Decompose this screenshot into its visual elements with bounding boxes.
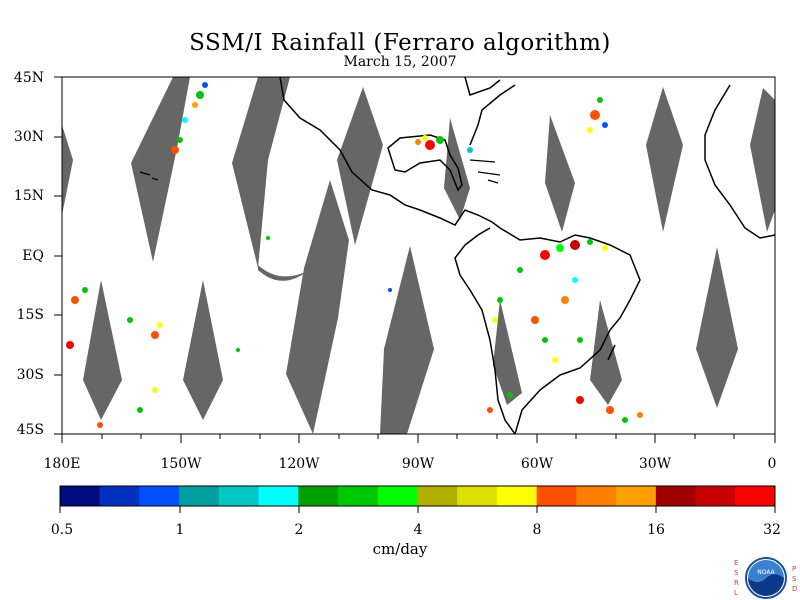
noaa-icon: NOAA — [745, 557, 787, 599]
colorbar-swatch — [218, 486, 260, 506]
lat-label: 15N — [13, 188, 44, 204]
colorbar-swatch — [417, 486, 458, 506]
lat-label: EQ — [22, 248, 44, 264]
svg-text:NOAA: NOAA — [757, 569, 775, 576]
lat-label: 45N — [13, 70, 44, 86]
lon-label: 60W — [520, 456, 554, 472]
lon-label: 30W — [638, 456, 672, 472]
colorbar-swatch — [298, 486, 339, 506]
colorbar-swatch — [655, 486, 697, 506]
map-title: SSM/I Rainfall (Ferraro algorithm) — [189, 30, 611, 56]
colorbar-swatch — [496, 486, 538, 506]
colorbar-swatch — [457, 486, 498, 506]
lat-label: 30S — [16, 367, 44, 383]
islands — [139, 159, 501, 184]
coastlines — [279, 77, 775, 434]
map-subtitle: March 15, 2007 — [343, 54, 457, 70]
lat-label: 15S — [16, 307, 44, 323]
colorbar-label: 0.5 — [50, 522, 74, 538]
colorbar — [59, 485, 776, 507]
colorbar-label: 32 — [763, 522, 781, 538]
lon-label: 90W — [401, 456, 435, 472]
colorbar-label: 4 — [413, 522, 423, 538]
colorbar-swatch — [338, 486, 379, 506]
colorbar-swatch — [139, 486, 180, 506]
colorbar-swatch — [99, 486, 140, 506]
colorbar-label: 1 — [175, 522, 185, 538]
colorbar-swatch — [60, 486, 101, 506]
colorbar-label: 16 — [647, 522, 665, 538]
colorbar-swatch — [735, 486, 776, 506]
rainfall-patches — [66, 82, 643, 428]
colorbar-label: 2 — [294, 522, 304, 538]
lat-label: 45S — [16, 422, 44, 438]
lon-label: 120W — [278, 456, 320, 472]
colorbar-swatch — [179, 486, 220, 506]
lon-label: 180E — [43, 456, 81, 472]
lon-ticks — [61, 434, 776, 443]
colorbar-label: 8 — [532, 522, 542, 538]
colorbar-units: cm/day — [372, 540, 428, 558]
colorbar-swatch — [576, 486, 617, 506]
colorbar-ticks — [59, 506, 776, 513]
colorbar-swatch — [616, 486, 657, 506]
colorbar-swatch — [536, 486, 577, 506]
colorbar-swatch — [377, 486, 418, 506]
colorbar-swatch — [258, 486, 299, 506]
lat-label: 30N — [13, 129, 44, 145]
lon-label: 150W — [160, 456, 202, 472]
lat-ticks — [54, 76, 62, 435]
colorbar-swatch — [695, 486, 736, 506]
lon-label: 0 — [767, 456, 777, 472]
no-data-swaths — [62, 77, 775, 434]
